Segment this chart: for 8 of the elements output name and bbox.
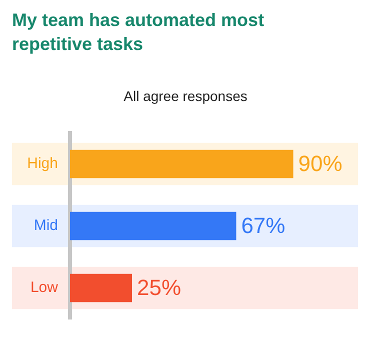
data-label: 25% (137, 275, 182, 300)
chart-subtitle: All agree responses (122, 88, 248, 104)
y-tick-label: High (27, 155, 58, 172)
data-label: 67% (241, 213, 286, 238)
y-tick-label: Low (30, 279, 58, 296)
chart-title: My team has automated most repetitive tasks (12, 9, 266, 56)
data-label: 90% (298, 151, 342, 176)
y-tick-label: Mid (34, 217, 58, 234)
